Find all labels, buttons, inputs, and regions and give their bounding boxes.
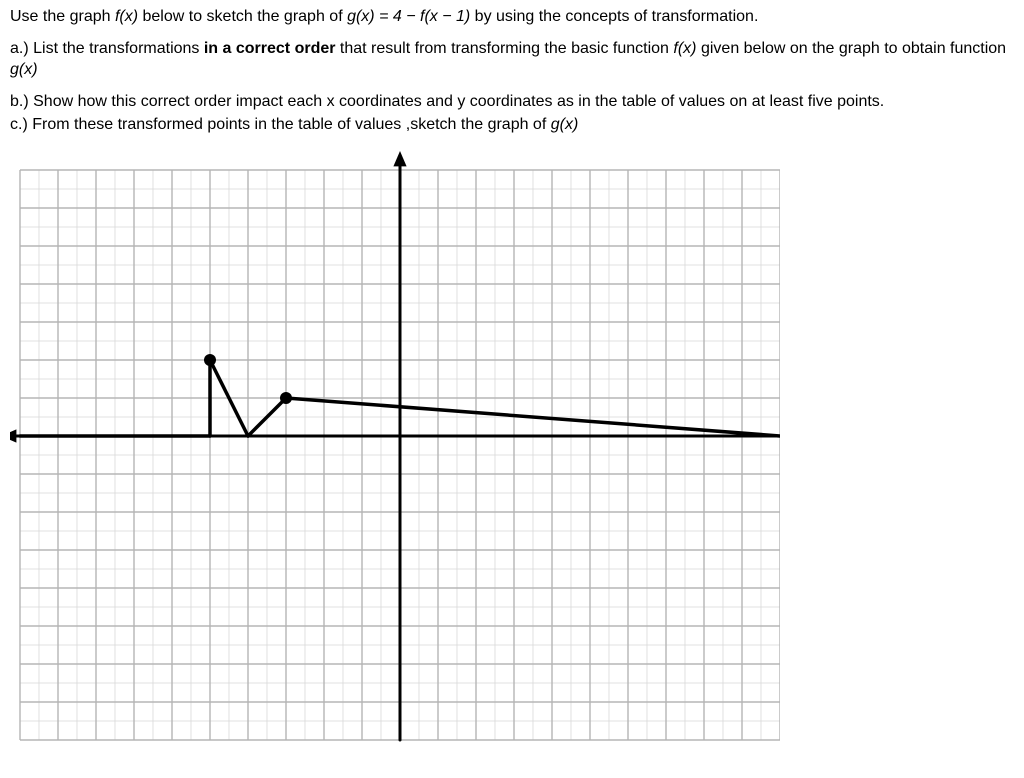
gx-symbol: g(x)	[10, 61, 38, 78]
text-fragment: by using the concepts of transformation.	[470, 8, 758, 25]
text-fragment: that result from transforming the basic …	[335, 40, 673, 57]
text-fragment: a.) List the transformations	[10, 40, 204, 57]
fx-symbol: f(x)	[673, 40, 696, 57]
problem-intro: Use the graph f(x) below to sketch the g…	[10, 6, 1014, 28]
text-fragment: c.) From these transformed points in the…	[10, 116, 551, 133]
text-fragment: Use the graph	[10, 8, 115, 25]
text-fragment: given below on the graph to obtain funct…	[697, 40, 1007, 57]
part-c: c.) From these transformed points in the…	[10, 114, 1014, 136]
gx-expression: g(x) = 4 − f(x − 1)	[347, 8, 470, 25]
fx-symbol: f(x)	[115, 8, 138, 25]
emphasis: in a correct order	[204, 40, 336, 57]
gx-symbol: g(x)	[551, 116, 579, 133]
part-a: a.) List the transformations in a correc…	[10, 38, 1014, 81]
coordinate-graph	[10, 146, 780, 776]
part-b: b.) Show how this correct order impact e…	[10, 91, 1014, 113]
text-fragment: below to sketch the graph of	[138, 8, 347, 25]
